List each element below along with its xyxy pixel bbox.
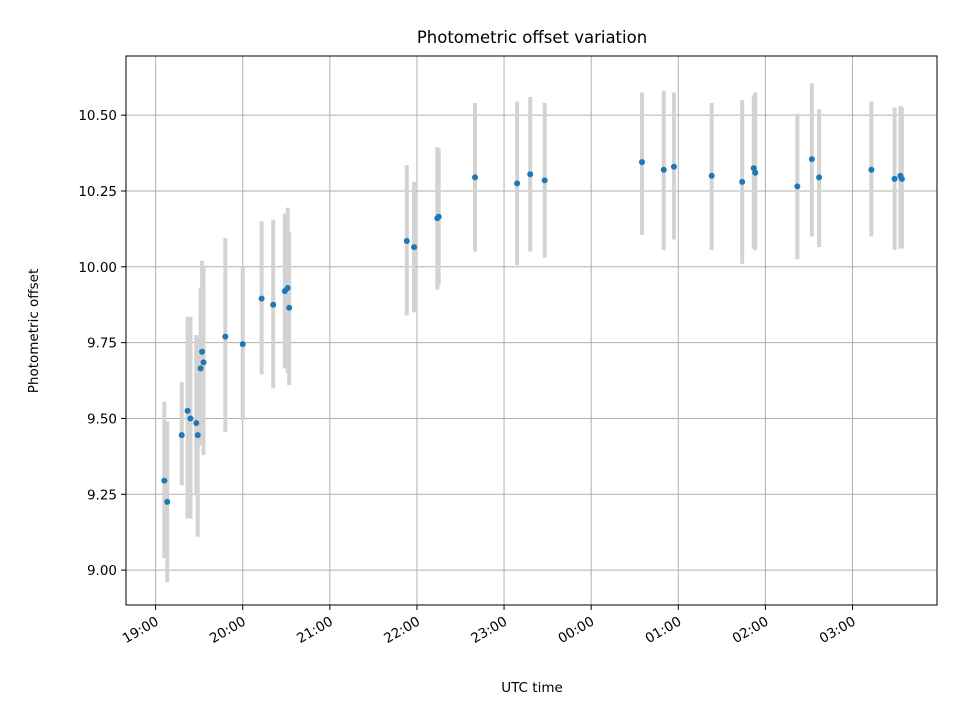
x-axis-label: UTC time <box>501 680 563 696</box>
data-point <box>750 165 757 172</box>
data-point <box>258 295 265 302</box>
data-point <box>708 172 715 179</box>
x-tick-label: 20:00 <box>207 614 249 647</box>
y-axis-label: Photometric offset <box>26 269 42 393</box>
data-point <box>472 174 479 181</box>
data-point <box>527 171 534 178</box>
data-point <box>868 166 875 173</box>
x-tick-label: 19:00 <box>120 614 162 647</box>
data-point <box>284 285 291 292</box>
y-axis-ticks: 9.00 9.25 9.50 9.75 10.00 10.25 10.50 <box>78 108 126 579</box>
y-tick-label: 9.00 <box>87 563 117 579</box>
data-point <box>178 432 185 439</box>
y-tick-label: 9.50 <box>87 411 117 427</box>
data-point <box>403 238 410 245</box>
data-point <box>660 166 667 173</box>
data-point <box>435 213 442 220</box>
data-point <box>270 301 277 308</box>
y-tick-label: 9.75 <box>87 336 117 352</box>
x-axis-ticks: 19:00 20:00 21:00 22:00 23:00 00:00 01:00 02:00… <box>120 605 859 647</box>
data-point <box>161 477 168 484</box>
y-tick-label: 10.25 <box>78 184 117 200</box>
y-tick-label: 10.00 <box>78 260 117 276</box>
data-point <box>808 156 815 163</box>
data-point <box>164 498 171 505</box>
x-tick-label: 22:00 <box>381 614 423 647</box>
data-point <box>222 333 229 340</box>
data-point <box>752 169 759 176</box>
y-tick-label: 10.50 <box>78 108 117 124</box>
data-point <box>286 304 293 311</box>
data-point <box>638 159 645 166</box>
y-tick-label: 9.25 <box>87 487 117 503</box>
error-bars <box>162 83 904 583</box>
x-tick-label: 00:00 <box>555 614 597 647</box>
data-point <box>184 407 191 414</box>
x-tick-label: 23:00 <box>468 614 510 647</box>
data-point <box>193 420 200 427</box>
x-tick-label: 03:00 <box>817 614 859 647</box>
data-point <box>411 244 418 251</box>
data-point <box>514 180 521 187</box>
data-point <box>794 183 801 190</box>
data-points <box>161 156 905 505</box>
x-tick-label: 02:00 <box>730 614 772 647</box>
grid-lines <box>126 56 937 605</box>
data-point <box>199 348 206 355</box>
x-tick-label: 21:00 <box>294 614 336 647</box>
data-point <box>670 163 677 170</box>
data-point <box>194 432 201 439</box>
chart-title: Photometric offset variation <box>417 28 647 47</box>
data-point <box>739 178 746 185</box>
data-point <box>891 175 898 182</box>
data-point <box>541 177 548 184</box>
plot-frame <box>125 55 938 606</box>
data-point <box>197 365 204 372</box>
data-point <box>239 341 246 348</box>
x-tick-label: 01:00 <box>643 614 685 647</box>
data-point <box>898 175 905 182</box>
data-point <box>200 359 207 366</box>
data-point <box>816 174 823 181</box>
data-point <box>187 415 194 422</box>
